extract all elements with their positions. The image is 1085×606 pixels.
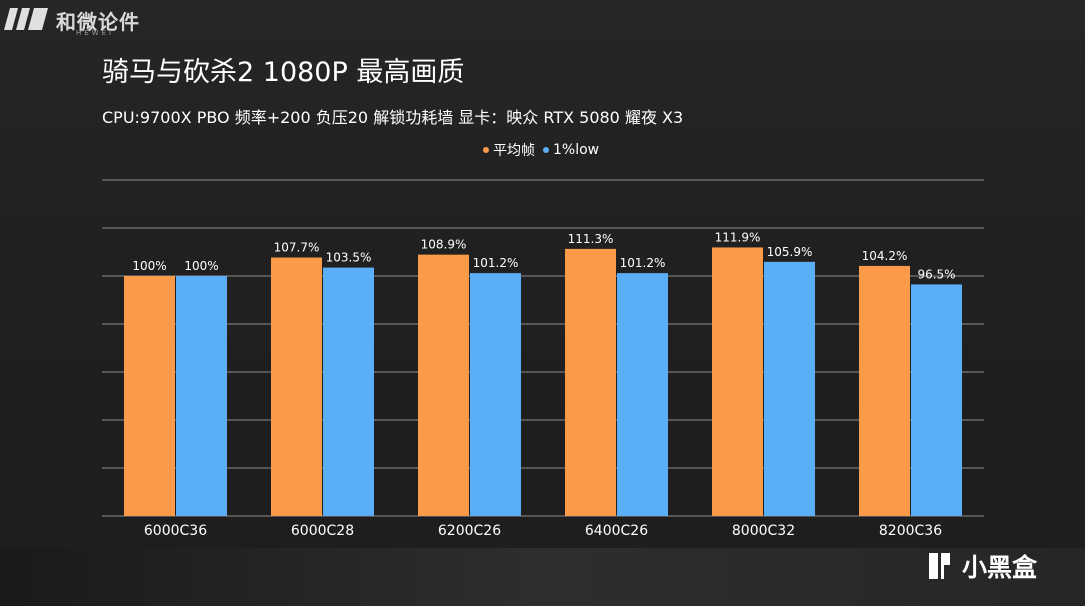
data-label-avg: 100% — [132, 259, 166, 273]
chart-subtitle: CPU:9700X PBO 频率+200 负压20 解锁功耗墙 显卡：映众 RT… — [102, 108, 684, 127]
data-label-avg: 111.9% — [715, 230, 761, 244]
chart-legend: 平均帧 1%low — [483, 140, 607, 160]
bar-low — [617, 273, 668, 516]
legend-swatch-low — [543, 147, 549, 153]
bar-low — [470, 273, 521, 516]
bar-low — [764, 261, 815, 516]
brand-sub: HEWEI — [76, 29, 115, 37]
bar-avg — [124, 276, 175, 516]
x-tick-label: 6200C26 — [438, 523, 501, 539]
data-label-low: 105.9% — [767, 245, 813, 259]
legend-label-avg: 平均帧 — [493, 143, 535, 159]
background-bottom-band — [0, 548, 1085, 606]
watermark: 小黑盒 — [922, 548, 1037, 584]
legend-item-low: 1%low — [543, 142, 599, 158]
watermark-text: 小黑盒 — [962, 553, 1038, 582]
legend-label-low: 1%low — [553, 142, 600, 158]
brand-name: 和微论件 — [56, 10, 140, 34]
legend-swatch-avg — [483, 147, 489, 153]
bar-avg — [271, 257, 322, 516]
bar-low — [176, 276, 227, 516]
data-label-low: 100% — [184, 259, 218, 273]
brand-logo: 和微论件 HEWEI — [4, 2, 144, 38]
legend-item-avg: 平均帧 — [483, 140, 535, 160]
data-label-avg: 108.9% — [421, 238, 467, 252]
x-tick-label: 6000C28 — [291, 523, 354, 539]
data-label-avg: 107.7% — [274, 241, 320, 255]
data-label-low: 101.2% — [473, 256, 519, 270]
x-tick-label: 6400C26 — [585, 523, 648, 539]
data-label-avg: 104.2% — [862, 249, 908, 263]
data-label-low: 103.5% — [326, 251, 372, 265]
brand-mark-icon — [4, 8, 48, 30]
x-tick-label: 8200C36 — [879, 523, 942, 539]
chart-title: 骑马与砍杀2 1080P 最高画质 — [102, 57, 465, 88]
bar-avg — [565, 248, 616, 516]
bar-avg — [859, 265, 910, 516]
x-tick-label: 6000C36 — [144, 523, 207, 539]
data-label-low: 96.5% — [917, 267, 955, 281]
bar-avg — [418, 254, 469, 516]
data-label-low: 101.2% — [620, 256, 666, 270]
x-tick-label: 8000C32 — [732, 523, 795, 539]
bar-low — [323, 267, 374, 516]
bar-low — [911, 284, 962, 516]
bar-avg — [712, 247, 763, 516]
watermark-logo-icon — [929, 553, 950, 579]
data-label-avg: 111.3% — [568, 232, 614, 246]
